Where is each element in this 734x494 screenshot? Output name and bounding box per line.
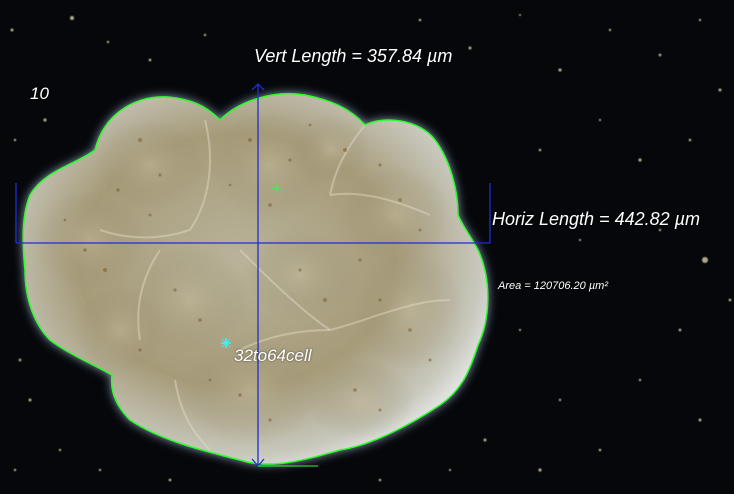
- area-label: Area = 120706.20 µm²: [498, 280, 608, 292]
- vertical-length-label: Vert Length = 357.84 µm: [254, 46, 453, 66]
- measurement-axes: [15, 83, 491, 467]
- debris-specks: [10, 14, 732, 482]
- frame-number: 10: [30, 84, 49, 103]
- horizontal-length-label: Horiz Length = 442.82 µm: [492, 209, 700, 229]
- label-anchor-marker: [221, 338, 231, 348]
- vertical-axis-top-arrow: [251, 83, 265, 91]
- stage-label: 32to64cell: [234, 346, 312, 365]
- centroid-marker: [272, 183, 282, 193]
- segmentation-outline: [22, 93, 489, 465]
- blastomeres: [35, 110, 465, 451]
